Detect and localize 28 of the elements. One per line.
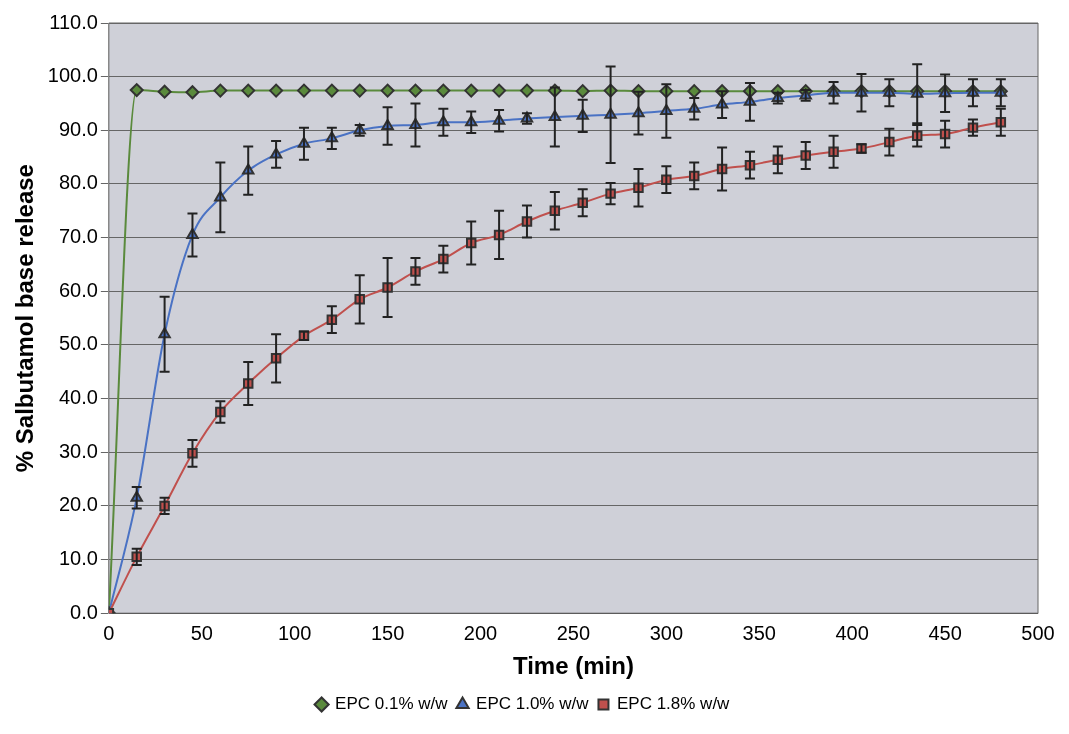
x-tick-label: 500 <box>1021 621 1055 644</box>
y-tick-label: 60.0 <box>58 278 98 301</box>
y-tick-label: 30.0 <box>58 439 98 462</box>
y-tick-label: 50.0 <box>58 332 98 355</box>
y-axis-title: % Salbutamol base release <box>11 164 39 473</box>
x-tick-label: 450 <box>928 621 962 644</box>
legend-label: EPC 0.1% w/w <box>335 694 449 714</box>
y-tick-label: 10.0 <box>58 547 98 570</box>
y-tick-label: 100.0 <box>47 64 98 87</box>
x-tick-label: 200 <box>463 621 498 644</box>
x-tick-label: 350 <box>742 621 776 644</box>
x-tick-label: 100 <box>277 621 312 644</box>
legend-label: EPC 1.0% w/w <box>476 694 590 714</box>
y-tick-label: 20.0 <box>58 493 98 516</box>
x-axis-title: Time (min) <box>512 652 634 680</box>
y-tick-label: 80.0 <box>58 171 98 194</box>
y-tick-label: 0.0 <box>70 600 98 623</box>
x-tick-label: 300 <box>649 621 684 644</box>
x-tick-label: 400 <box>835 621 869 644</box>
y-tick-label: 40.0 <box>58 386 98 409</box>
x-tick-label: 0 <box>103 621 115 644</box>
y-tick-label: 110.0 <box>49 10 98 33</box>
x-tick-label: 150 <box>370 621 405 644</box>
y-tick-label: 90.0 <box>58 117 98 140</box>
x-tick-label: 250 <box>556 621 591 644</box>
legend-label: EPC 1.8% w/w <box>616 694 731 714</box>
y-tick-label: 70.0 <box>58 225 98 248</box>
x-tick-label: 50 <box>190 621 213 644</box>
